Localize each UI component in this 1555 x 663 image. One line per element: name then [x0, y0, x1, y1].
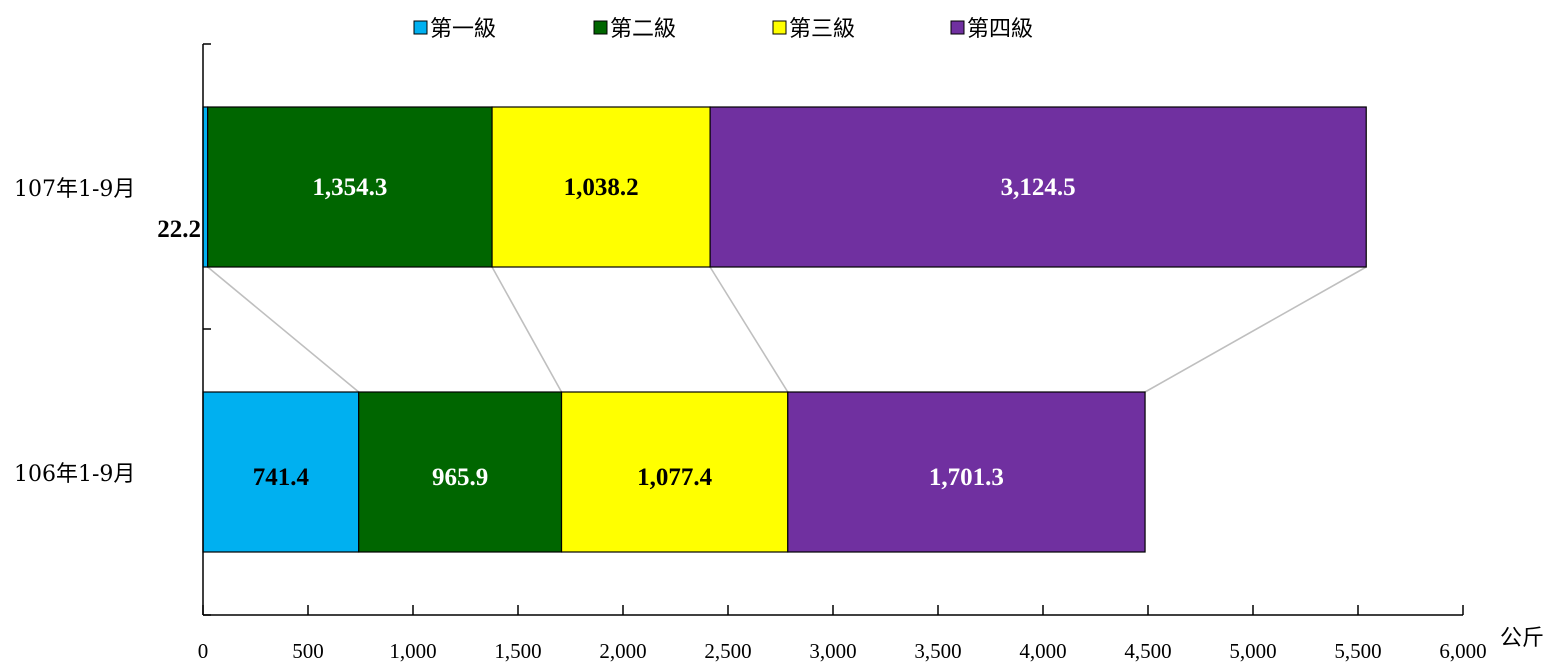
x-tick-label: 6,000: [1439, 639, 1486, 663]
data-label: 965.9: [432, 464, 488, 491]
x-tick-label: 0: [198, 639, 209, 663]
category-label: 107年1-9月: [14, 177, 135, 202]
x-tick-label: 500: [292, 639, 324, 663]
x-tick-label: 2,000: [599, 639, 646, 663]
x-tick-label: 4,500: [1124, 639, 1171, 663]
bar-segment: [787, 391, 1146, 553]
legend-item: 第一級: [413, 17, 496, 42]
x-tick-label: 3,000: [809, 639, 856, 663]
x-tick-label: 1,500: [494, 639, 541, 663]
series-line: [709, 266, 789, 393]
data-label: 22.2: [157, 216, 201, 243]
x-tick-label: 5,500: [1334, 639, 1381, 663]
legend-item: 第二級: [593, 17, 676, 42]
legend-swatch: [593, 20, 608, 35]
series-lines: [207, 266, 1367, 393]
legend-label: 第四級: [967, 17, 1033, 42]
data-labels: 22.2 1,354.3 1,038.2 3,124.5 741.4 965.9 1,077…: [157, 174, 1075, 491]
series-line: [207, 266, 360, 393]
series-line: [1144, 266, 1367, 393]
series-line: [491, 266, 563, 393]
x-tick-label: 1,000: [389, 639, 436, 663]
bar-segment: [560, 391, 789, 553]
bars: [202, 106, 1367, 553]
x-tick-label: 3,500: [914, 639, 961, 663]
legend-swatch: [413, 20, 428, 35]
x-tick-label: 5,000: [1229, 639, 1276, 663]
bar-segment: [709, 106, 1367, 268]
bar-segment: [358, 391, 563, 553]
category-label: 106年1-9月: [14, 462, 135, 487]
legend-swatch: [950, 20, 965, 35]
legend-label: 第一級: [430, 17, 496, 42]
legend-label: 第二級: [610, 17, 676, 42]
x-axis-unit: 公斤: [1500, 626, 1544, 651]
data-label: 1,077.4: [637, 464, 713, 491]
bar-segment: [202, 391, 360, 553]
bar-segment: [491, 106, 711, 268]
legend-item: 第四級: [950, 17, 1033, 42]
legend-swatch: [772, 20, 787, 35]
data-label: 1,038.2: [564, 174, 639, 201]
x-tick-label: 2,500: [704, 639, 751, 663]
axes: 0 500 1,000 1,500 2,000 2,500 3,000 3,500 4,000 4…: [14, 43, 1544, 663]
legend-item: 第三級: [772, 17, 855, 42]
legend: 第一級 第二級 第三級 第四級: [413, 17, 1033, 42]
data-label: 3,124.5: [1001, 174, 1076, 201]
data-label: 1,701.3: [929, 464, 1004, 491]
x-tick-label: 4,000: [1019, 639, 1066, 663]
data-label: 741.4: [253, 464, 310, 491]
legend-label: 第三級: [789, 17, 855, 42]
data-label: 1,354.3: [312, 174, 387, 201]
